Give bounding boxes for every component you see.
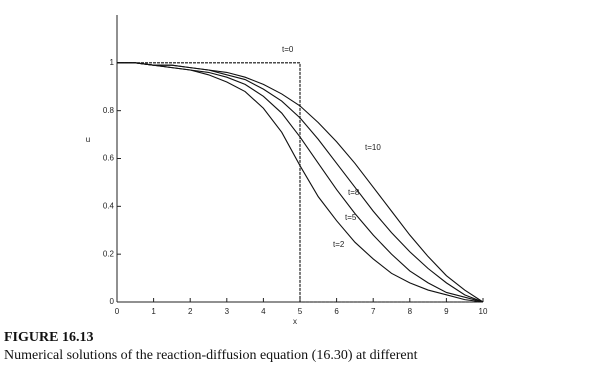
y-tick-label: 0.4: [103, 201, 115, 210]
x-tick-label: 4: [261, 307, 266, 316]
chart: x u 00.20.40.60.810 1 2 3 4 5 6 7 8 9 10t=0t=10t=8…: [86, 15, 488, 326]
series-label: t=0: [282, 45, 294, 54]
x-axis-label: x: [293, 317, 297, 326]
x-tick-label: 5: [298, 307, 303, 316]
series-label: t=5: [345, 213, 357, 222]
series-line: [117, 62, 483, 303]
x-tick-label: 6: [334, 307, 339, 316]
x-tick-label: 3: [225, 307, 230, 316]
x-tick-label: 0: [115, 307, 120, 316]
x-tick-label: 9: [444, 307, 449, 316]
caption-label: FIGURE 16.13: [4, 330, 94, 345]
caption-text: Numerical solutions of the reaction-diff…: [4, 348, 418, 363]
y-axis-label: u: [86, 135, 90, 144]
y-tick-label: 0: [110, 297, 115, 306]
series-line: [117, 62, 484, 303]
y-tick-label: 0.2: [103, 249, 115, 258]
y-tick-label: 1: [110, 58, 115, 67]
x-tick-label: 1: [151, 307, 156, 316]
y-tick-label: 0.6: [103, 154, 115, 163]
series-label: t=8: [348, 188, 360, 197]
y-tick-label: 0.8: [103, 106, 115, 115]
x-tick-label: 2: [188, 307, 193, 316]
x-tick-label: 10: [479, 307, 488, 316]
series-label: t=10: [365, 143, 381, 152]
series-line: [117, 62, 484, 303]
x-tick-label: 7: [371, 307, 376, 316]
series-label: t=2: [333, 240, 345, 249]
x-tick-label: 8: [408, 307, 413, 316]
